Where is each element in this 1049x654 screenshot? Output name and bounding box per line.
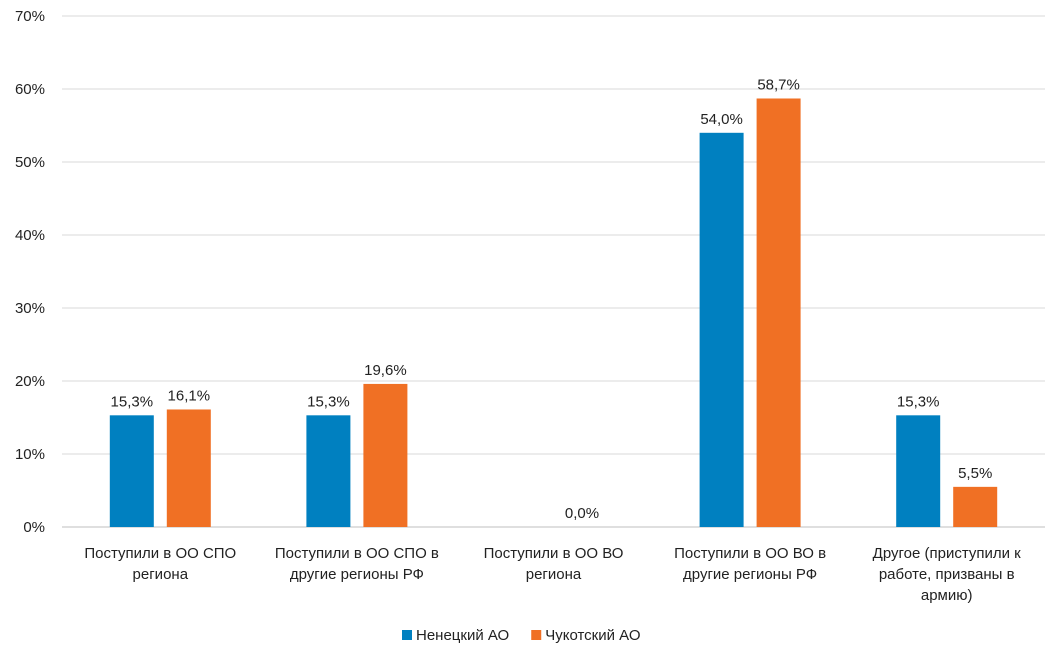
y-axis: 0% 10% 20% 30% 40% 50% 60% 70% (15, 8, 45, 536)
legend-label: Чукотский АО (545, 627, 640, 644)
y-tick-label: 60% (15, 81, 45, 98)
gridlines (62, 15, 1045, 528)
x-tick-label: Поступили в ОО ВО в другие регионы РФ (674, 545, 826, 583)
bars (109, 98, 998, 528)
legend-swatch (531, 630, 542, 640)
legend: Ненецкий АО Чукотский АО (402, 627, 641, 644)
bar (109, 415, 154, 527)
y-tick-label: 50% (15, 154, 45, 171)
bar (896, 415, 941, 527)
y-tick-label: 70% (15, 8, 45, 25)
data-label: 54,0% (700, 111, 743, 128)
bar (756, 98, 801, 528)
legend-label: Ненецкий АО (416, 627, 509, 644)
data-label: 0,0% (565, 505, 599, 522)
x-tick-label: Поступили в ОО ВО региона (484, 545, 624, 583)
bar (306, 415, 351, 527)
data-labels: 15,3% 16,1% 15,3% 19,6% 0,0% 54,0% 58,7% 15,3% 5… (111, 76, 993, 522)
bar (953, 486, 998, 527)
y-tick-label: 0% (23, 519, 45, 536)
data-label: 19,6% (364, 362, 407, 379)
legend-swatch (402, 630, 412, 640)
x-tick-label: Поступили в ОО СПО в другие регионы РФ (275, 545, 439, 583)
data-label: 16,1% (168, 387, 211, 404)
y-tick-label: 40% (15, 227, 45, 244)
x-tick-label: Поступили в ОО СПО региона (84, 545, 236, 583)
data-label: 5,5% (958, 465, 992, 482)
x-axis: Поступили в ОО СПО региона Поступили в ОО … (84, 545, 1021, 604)
y-tick-label: 10% (15, 446, 45, 463)
data-label: 15,3% (307, 393, 350, 410)
bar (699, 132, 744, 528)
y-tick-label: 20% (15, 373, 45, 390)
data-label: 58,7% (757, 76, 800, 93)
data-label: 15,3% (111, 393, 154, 410)
bar (166, 409, 211, 527)
x-tick-label: Другое (приступили к работе, призваны в ар… (873, 545, 1022, 604)
bar (363, 383, 408, 527)
data-label: 15,3% (897, 393, 940, 410)
y-tick-label: 30% (15, 300, 45, 317)
